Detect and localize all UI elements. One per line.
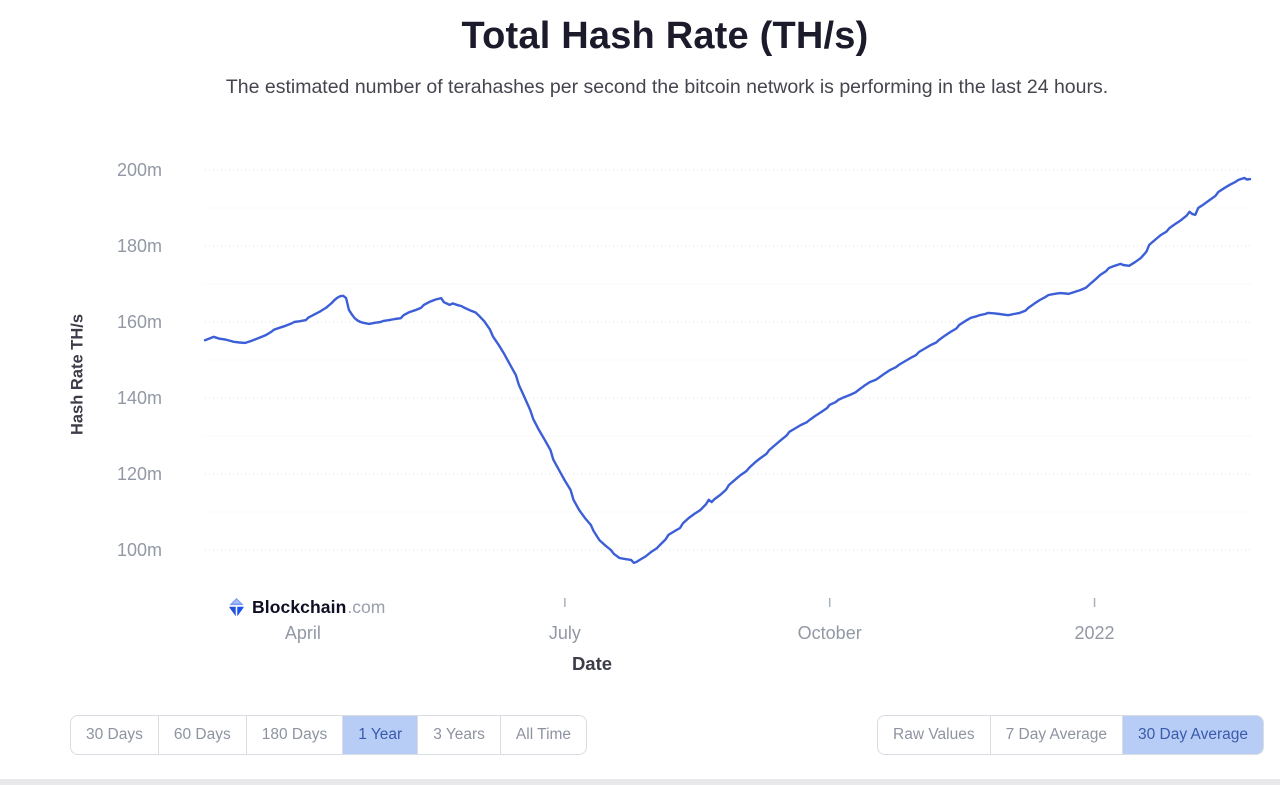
y-tick-label: 200m xyxy=(116,160,162,180)
60-days-button[interactable]: 60 Days xyxy=(157,715,247,755)
time-range-button-group: 30 Days 60 Days 180 Days 1 Year 3 Years All T… xyxy=(70,715,588,755)
30-day-average-button[interactable]: 30 Day Average xyxy=(1121,715,1264,755)
x-tick-label: 2022 xyxy=(1074,623,1115,643)
watermark-brand-text: Blockchain xyxy=(252,596,347,617)
hash-rate-series-line xyxy=(203,176,1252,565)
y-tick-label: 100m xyxy=(116,540,162,560)
1-year-button[interactable]: 1 Year xyxy=(342,715,419,755)
blockchain-logo-icon xyxy=(229,597,244,616)
y-tick-label: 140m xyxy=(116,388,162,408)
x-tick-label: April xyxy=(284,623,321,643)
page-title: Total Hash Rate (TH/s) xyxy=(461,15,869,57)
x-tick-label: July xyxy=(548,623,581,643)
page-subtitle: The estimated number of terahashes per s… xyxy=(225,76,1109,98)
y-tick-label: 120m xyxy=(116,464,162,484)
bottom-scrollbar-strip xyxy=(0,779,1280,785)
all-time-button[interactable]: All Time xyxy=(499,715,588,755)
value-mode-button-group: Raw Values 7 Day Average 30 Day Average xyxy=(877,715,1264,755)
y-tick-label: 160m xyxy=(116,312,162,332)
raw-values-button[interactable]: Raw Values xyxy=(877,715,991,755)
x-axis-label: Date xyxy=(571,653,613,674)
y-axis-label: Hash Rate TH/s xyxy=(68,313,87,436)
y-tick-label: 180m xyxy=(116,236,162,256)
180-days-button[interactable]: 180 Days xyxy=(245,715,344,755)
x-tick-label: October xyxy=(797,623,862,643)
watermark-suffix-text: .com xyxy=(347,596,386,617)
3-years-button[interactable]: 3 Years xyxy=(417,715,501,755)
blockchain-watermark: Blockchain .com xyxy=(227,596,385,618)
7-day-average-button[interactable]: 7 Day Average xyxy=(989,715,1123,755)
30-days-button[interactable]: 30 Days xyxy=(70,715,159,755)
